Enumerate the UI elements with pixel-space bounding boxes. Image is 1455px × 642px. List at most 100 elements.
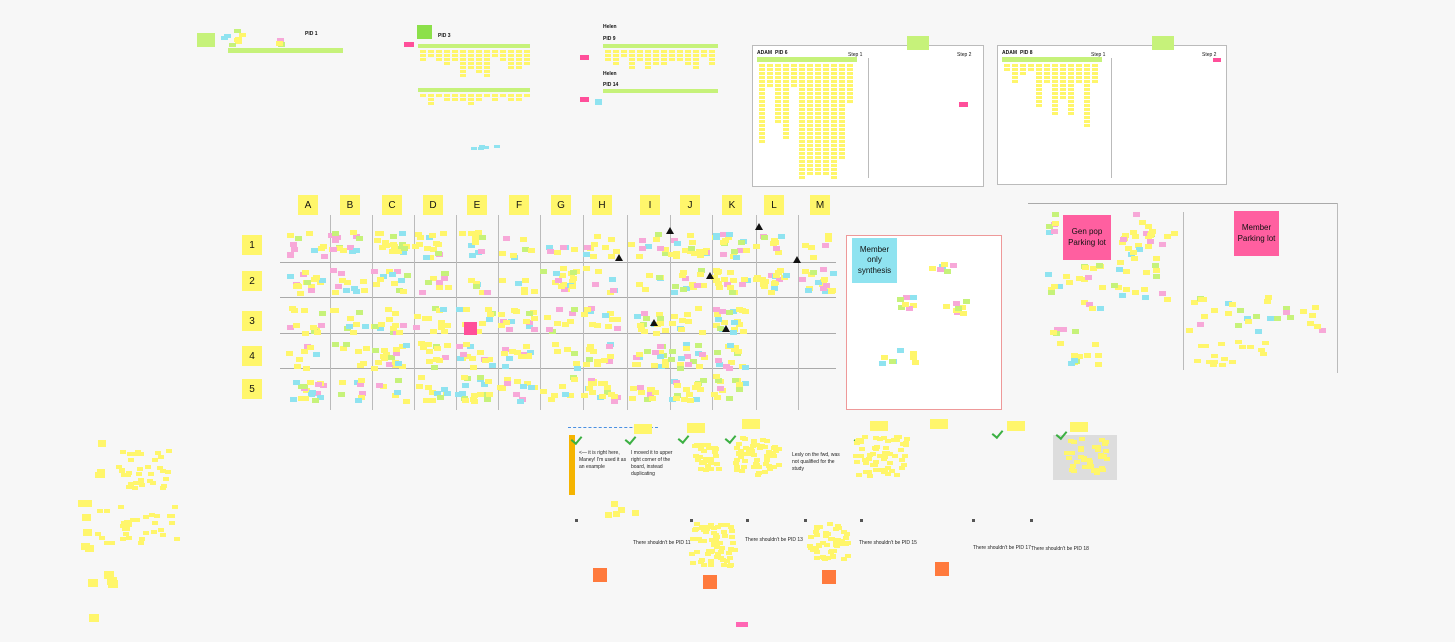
- checkmark: [991, 426, 1004, 440]
- sticky: [106, 577, 117, 586]
- sticky: [436, 58, 442, 61]
- sticky: [1060, 72, 1066, 75]
- sticky: [388, 248, 396, 254]
- sticky: [699, 351, 707, 357]
- sticky: [827, 550, 834, 555]
- sticky: [823, 68, 829, 71]
- frame-title: PID 8: [1020, 50, 1033, 56]
- sticky: [807, 72, 813, 75]
- sticky: [492, 54, 498, 57]
- sticky: [567, 393, 574, 398]
- sticky: [711, 450, 718, 455]
- sticky: [807, 76, 813, 79]
- checkmark: [624, 432, 637, 446]
- sticky: [699, 378, 707, 384]
- sticky: [287, 232, 295, 238]
- sticky: [1245, 318, 1253, 324]
- sticky: [1065, 456, 1072, 461]
- sticky: [799, 160, 805, 163]
- sticky: [1067, 360, 1075, 366]
- sticky: [692, 526, 699, 531]
- sticky: [699, 557, 706, 562]
- sticky: [720, 530, 727, 535]
- sticky: [832, 527, 839, 531]
- sticky: [1070, 464, 1076, 469]
- sticky: [468, 94, 474, 97]
- sticky: [885, 471, 892, 476]
- sticky: [783, 76, 789, 79]
- sticky: [1075, 276, 1083, 281]
- sticky: [815, 96, 821, 99]
- sticky: [484, 54, 490, 57]
- sticky: [759, 136, 765, 139]
- sticky: [696, 272, 704, 278]
- sticky: [739, 468, 746, 473]
- sticky: [799, 124, 805, 127]
- sticky: [400, 246, 408, 252]
- sticky: [698, 267, 705, 273]
- sticky: [1052, 108, 1058, 111]
- sticky: [720, 240, 727, 246]
- sticky: [902, 454, 909, 458]
- sticky: [400, 250, 408, 256]
- sticky: [444, 54, 450, 57]
- sticky: [148, 513, 155, 518]
- sticky: [1036, 104, 1042, 107]
- column-label: M: [810, 195, 830, 215]
- sticky: [839, 140, 845, 143]
- sticky: [428, 398, 436, 404]
- sticky: [1090, 265, 1097, 271]
- sticky: [783, 96, 789, 99]
- column-label: I: [640, 195, 660, 215]
- owner: ADAM: [757, 50, 772, 56]
- sticky: [554, 320, 562, 326]
- sticky: [452, 98, 458, 101]
- sticky: [1084, 64, 1090, 67]
- sticky: [799, 136, 805, 139]
- sticky: [712, 446, 719, 451]
- sticky: [593, 322, 601, 328]
- sticky: [128, 457, 135, 462]
- sticky: [823, 120, 829, 123]
- sticky: [628, 242, 635, 248]
- sticky: [709, 538, 716, 542]
- sticky: [1200, 296, 1208, 302]
- sticky: [694, 458, 701, 463]
- sticky: [98, 536, 105, 541]
- sticky: [557, 283, 565, 289]
- sticky: [702, 467, 709, 472]
- sticky: [775, 84, 781, 87]
- sticky: [1309, 313, 1317, 319]
- sticky: [799, 176, 805, 179]
- sticky: [593, 568, 607, 582]
- sticky: [1206, 359, 1214, 364]
- sticky: [508, 94, 514, 97]
- sticky: [637, 54, 643, 57]
- sticky: [673, 393, 681, 399]
- sticky: [440, 276, 448, 282]
- sticky: [379, 354, 387, 360]
- sticky: [718, 522, 724, 527]
- sticky: [293, 322, 301, 328]
- sticky: [613, 58, 619, 61]
- sticky: [474, 329, 482, 335]
- sticky: [807, 84, 813, 87]
- sticky: [662, 358, 670, 364]
- sticky: [1081, 465, 1088, 470]
- sticky: [1117, 259, 1125, 265]
- sticky: [1068, 92, 1074, 95]
- sticky: [691, 443, 698, 448]
- sticky: [799, 76, 805, 79]
- sticky: [530, 288, 538, 294]
- sticky: [815, 72, 821, 75]
- sticky: [516, 398, 524, 404]
- sticky: [847, 80, 853, 83]
- sticky: [484, 66, 490, 69]
- sticky: [713, 544, 720, 549]
- sticky: [570, 377, 578, 383]
- sticky: [138, 480, 145, 485]
- sticky: [474, 250, 482, 256]
- sticky: [612, 510, 620, 517]
- sticky: [877, 467, 884, 472]
- sticky: [358, 378, 366, 384]
